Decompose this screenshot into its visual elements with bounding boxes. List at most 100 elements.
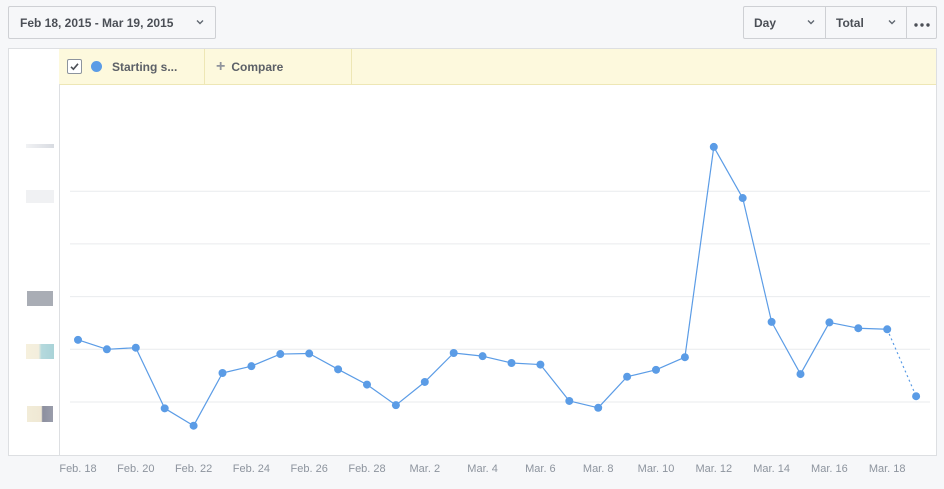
series-line-segment [366,384,397,406]
y-tick-label-obscured [27,406,53,422]
data-point[interactable] [247,362,256,371]
data-point[interactable] [507,359,516,368]
data-point[interactable] [305,349,314,358]
x-tick-label: Feb. 20 [117,463,154,475]
series-line-segment [771,321,802,375]
data-point[interactable] [738,194,747,203]
x-tick-label: Mar. 2 [410,463,441,475]
chart-panel [8,48,937,456]
data-point[interactable] [276,350,285,359]
data-point[interactable] [391,401,400,410]
data-point[interactable] [102,345,111,354]
x-tick-label: Feb. 24 [233,463,270,475]
data-point[interactable] [652,365,660,374]
series-line-segment [482,355,512,364]
x-tick-label: Mar. 6 [525,463,556,475]
series-line-segment [135,347,166,409]
series-line-segment [626,369,657,378]
chevron-down-icon [886,16,898,28]
date-range-label: Feb 18, 2015 - Mar 19, 2015 [20,15,174,30]
data-point[interactable] [160,404,169,413]
x-tick-label: Feb. 26 [291,463,328,475]
y-tick-label-obscured [27,291,53,306]
date-range-picker[interactable]: Feb 18, 2015 - Mar 19, 2015 [8,6,216,39]
data-point[interactable] [565,396,574,405]
series-line-segment [858,327,888,330]
series-line-segment [569,400,599,409]
data-point[interactable] [189,421,198,430]
data-point[interactable] [74,335,82,344]
x-tick-label: Mar. 16 [811,463,848,475]
x-tick-label: Feb. 28 [348,463,385,475]
series-color-dot [91,61,102,72]
data-point[interactable] [854,324,863,333]
x-tick-label: Mar. 14 [753,463,790,475]
data-point[interactable] [796,370,805,379]
series-line-segment [222,365,252,374]
series-line-segment [251,353,281,367]
y-tick-label-obscured [26,144,54,148]
more-options-button[interactable] [906,6,937,39]
data-point[interactable] [912,392,921,401]
data-point[interactable] [767,317,776,326]
series-line-segment [308,352,339,370]
data-point[interactable] [825,318,834,327]
series-line-segment [799,322,830,375]
x-tick-label: Mar. 10 [638,463,675,475]
series-line-segment [280,352,310,355]
series-label: Starting s... [112,59,178,74]
series-line-segment [193,372,224,427]
series-line-segment [77,339,108,350]
data-point[interactable] [131,343,140,352]
data-point[interactable] [709,142,718,151]
data-point[interactable] [883,325,892,334]
y-axis-line [59,84,60,455]
series-line-segment [395,381,426,406]
x-tick-label: Mar. 4 [467,463,498,475]
series-line-segment [164,407,194,427]
series-line-segment [742,197,773,323]
series-line-segment [424,352,455,383]
y-tick-label-obscured [26,190,54,203]
series-line-segment [713,146,744,199]
data-point[interactable] [334,365,343,374]
series-toggle[interactable]: Starting s... [59,49,205,84]
data-point[interactable] [594,403,603,412]
series-line-segment [511,362,541,366]
series-line-segment-projected [886,329,917,397]
x-tick-label: Mar. 8 [583,463,614,475]
series-line-segment [106,347,136,350]
data-point[interactable] [420,377,429,386]
series-line-segment [453,352,483,357]
data-point[interactable] [536,360,545,369]
granularity-label: Day [754,15,777,30]
x-tick-label: Feb. 18 [59,463,96,475]
data-point[interactable] [363,380,371,389]
legend-bar: Starting s... + Compare [59,49,936,85]
x-tick-label: Mar. 18 [869,463,906,475]
compare-button[interactable]: + Compare [205,49,352,84]
ellipsis-icon [913,16,930,30]
series-line-segment [829,321,859,329]
granularity-select[interactable]: Day [743,6,826,39]
plus-icon: + [216,57,226,75]
series-checkbox[interactable] [67,59,82,74]
series-line-segment [597,376,628,409]
series-line-segment [337,368,368,386]
x-tick-label: Feb. 22 [175,463,212,475]
data-point[interactable] [218,369,227,378]
series-line-segment [655,356,686,371]
data-point[interactable] [478,352,487,361]
compare-label: Compare [231,59,284,74]
series-line-segment [539,364,570,402]
data-point[interactable] [449,348,458,357]
data-point[interactable] [623,372,632,381]
x-tick-label: Mar. 12 [695,463,732,475]
aggregation-label: Total [836,15,864,30]
data-point[interactable] [680,353,689,362]
series-line-segment [684,146,715,358]
y-tick-label-obscured [26,344,54,359]
checkmark-icon [70,63,79,71]
chevron-down-icon [805,16,817,28]
